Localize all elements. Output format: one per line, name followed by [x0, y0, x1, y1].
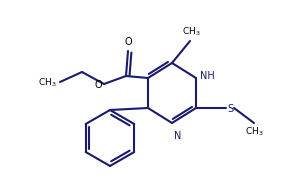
- Text: CH$_3$: CH$_3$: [38, 77, 57, 89]
- Text: O: O: [124, 37, 132, 47]
- Text: CH$_3$: CH$_3$: [182, 26, 200, 38]
- Text: NH: NH: [200, 71, 215, 81]
- Text: S: S: [227, 104, 233, 114]
- Text: N: N: [174, 131, 181, 141]
- Text: O: O: [94, 80, 102, 90]
- Text: CH$_3$: CH$_3$: [245, 126, 263, 138]
